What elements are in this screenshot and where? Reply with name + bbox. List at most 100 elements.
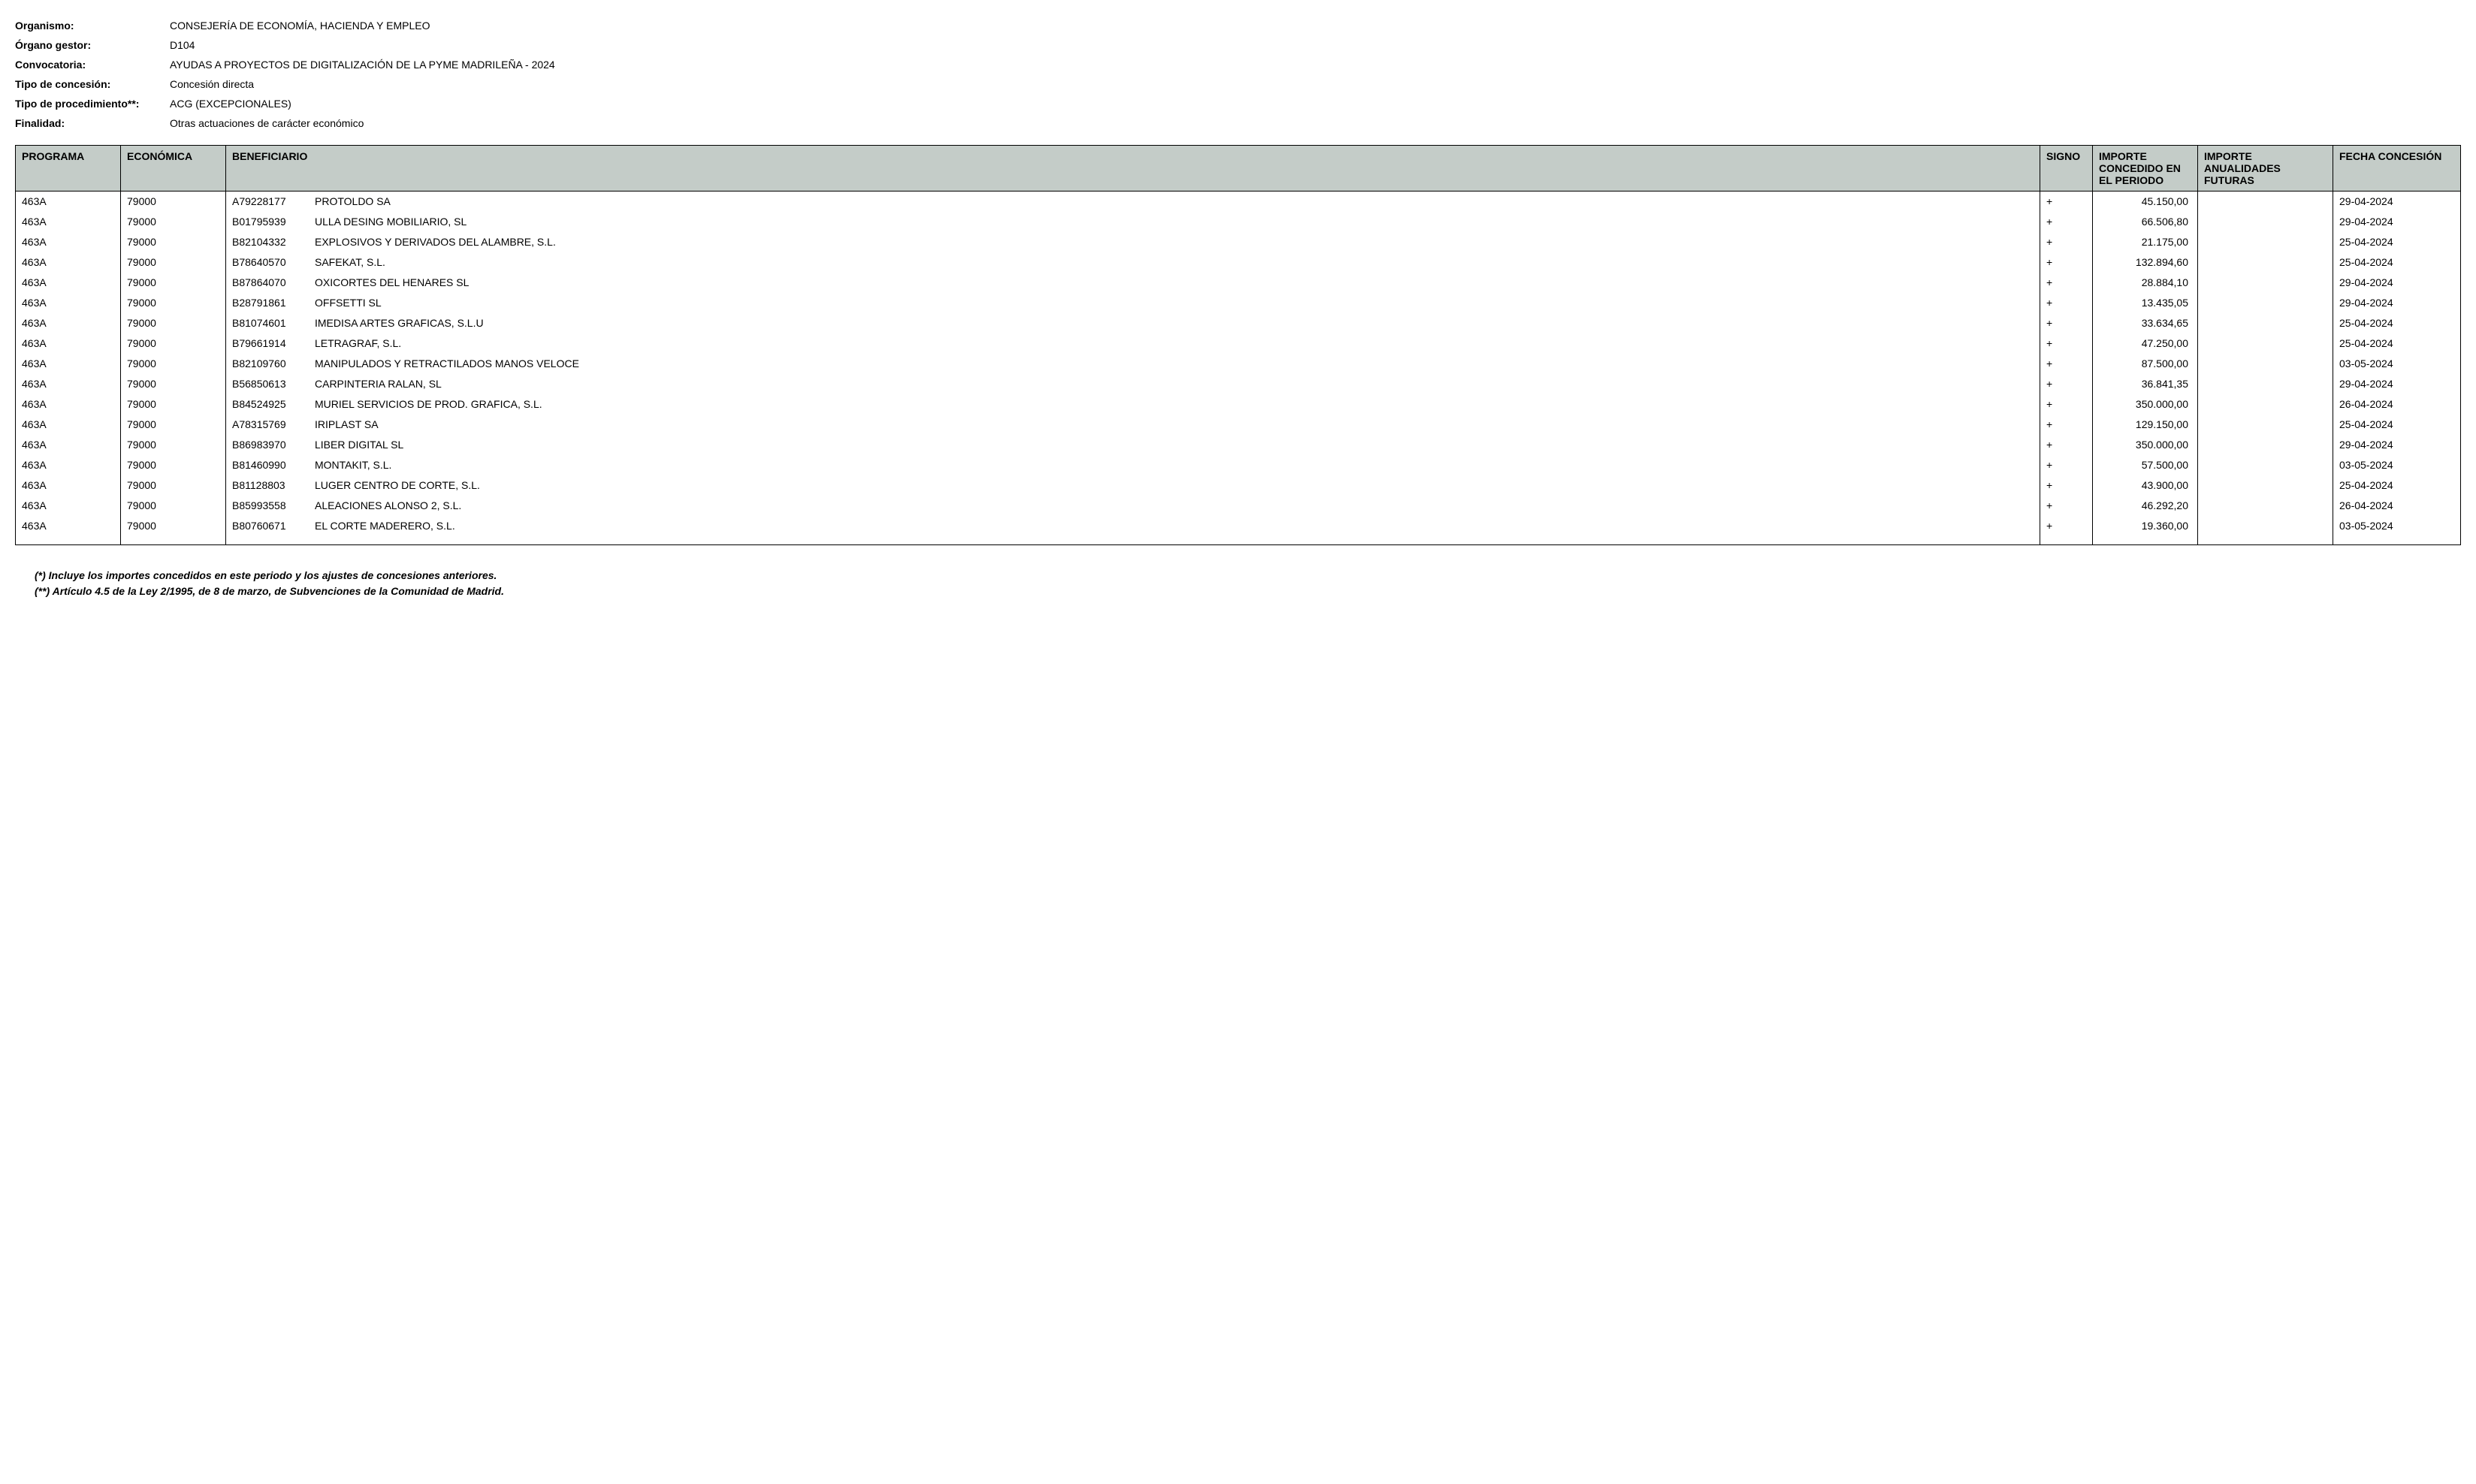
table-header-row: PROGRAMA ECONÓMICA BENEFICIARIO SIGNO IM… bbox=[16, 146, 2461, 192]
cell-signo: + bbox=[2040, 333, 2093, 354]
header-label: Finalidad: bbox=[15, 116, 170, 131]
beneficiario-nif: B81128803 bbox=[232, 478, 304, 493]
beneficiario-name: LETRAGRAF, S.L. bbox=[315, 336, 2034, 351]
cell-importe-futuras bbox=[2198, 212, 2333, 232]
beneficiario-nif: B56850613 bbox=[232, 376, 304, 392]
cell-fecha: 25-04-2024 bbox=[2333, 232, 2461, 252]
beneficiario-nif: B28791861 bbox=[232, 295, 304, 311]
cell-economica: 79000 bbox=[121, 354, 226, 374]
table-body: 463A79000A79228177PROTOLDO SA+45.150,002… bbox=[16, 192, 2461, 545]
cell-programa: 463A bbox=[16, 475, 121, 496]
cell-importe-futuras bbox=[2198, 354, 2333, 374]
cell-beneficiario: A79228177PROTOLDO SA bbox=[226, 192, 2040, 213]
col-header-signo: SIGNO bbox=[2040, 146, 2093, 192]
header-row: Tipo de concesión:Concesión directa bbox=[15, 77, 2461, 92]
beneficiario-nif: B80760671 bbox=[232, 518, 304, 534]
table-row: 463A79000B87864070OXICORTES DEL HENARES … bbox=[16, 273, 2461, 293]
cell-beneficiario: B56850613CARPINTERIA RALAN, SL bbox=[226, 374, 2040, 394]
cell-economica: 79000 bbox=[121, 212, 226, 232]
beneficiario-name: ULLA DESING MOBILIARIO, SL bbox=[315, 214, 2034, 230]
header-label: Convocatoria: bbox=[15, 57, 170, 73]
cell-programa: 463A bbox=[16, 192, 121, 213]
table-row: 463A79000B81074601IMEDISA ARTES GRAFICAS… bbox=[16, 313, 2461, 333]
beneficiario-name: IMEDISA ARTES GRAFICAS, S.L.U bbox=[315, 315, 2034, 331]
cell-beneficiario: B82104332EXPLOSIVOS Y DERIVADOS DEL ALAM… bbox=[226, 232, 2040, 252]
beneficiario-name: MONTAKIT, S.L. bbox=[315, 457, 2034, 473]
cell-beneficiario: B79661914LETRAGRAF, S.L. bbox=[226, 333, 2040, 354]
cell-programa: 463A bbox=[16, 212, 121, 232]
cell-programa: 463A bbox=[16, 415, 121, 435]
beneficiario-nif: B85993558 bbox=[232, 498, 304, 514]
col-header-fecha: FECHA CONCESIÓN bbox=[2333, 146, 2461, 192]
table-row: 463A79000B81128803LUGER CENTRO DE CORTE,… bbox=[16, 475, 2461, 496]
cell-importe-futuras bbox=[2198, 435, 2333, 455]
cell-importe-periodo: 43.900,00 bbox=[2093, 475, 2198, 496]
cell-importe-futuras bbox=[2198, 374, 2333, 394]
header-value: D104 bbox=[170, 38, 195, 53]
cell-importe-periodo: 350.000,00 bbox=[2093, 435, 2198, 455]
table-row: 463A79000B86983970LIBER DIGITAL SL+350.0… bbox=[16, 435, 2461, 455]
beneficiario-name: MURIEL SERVICIOS DE PROD. GRAFICA, S.L. bbox=[315, 397, 2034, 412]
cell-economica: 79000 bbox=[121, 273, 226, 293]
cell-fecha: 25-04-2024 bbox=[2333, 313, 2461, 333]
cell-fecha: 03-05-2024 bbox=[2333, 455, 2461, 475]
table-row: 463A79000B28791861OFFSETTI SL+13.435,052… bbox=[16, 293, 2461, 313]
beneficiario-name: IRIPLAST SA bbox=[315, 417, 2034, 433]
cell-programa: 463A bbox=[16, 516, 121, 545]
beneficiario-name: OXICORTES DEL HENARES SL bbox=[315, 275, 2034, 291]
cell-beneficiario: B82109760MANIPULADOS Y RETRACTILADOS MAN… bbox=[226, 354, 2040, 374]
table-row: 463A79000B56850613CARPINTERIA RALAN, SL+… bbox=[16, 374, 2461, 394]
cell-signo: + bbox=[2040, 192, 2093, 213]
cell-fecha: 29-04-2024 bbox=[2333, 374, 2461, 394]
cell-programa: 463A bbox=[16, 496, 121, 516]
cell-importe-periodo: 19.360,00 bbox=[2093, 516, 2198, 545]
cell-importe-periodo: 46.292,20 bbox=[2093, 496, 2198, 516]
cell-beneficiario: B81460990MONTAKIT, S.L. bbox=[226, 455, 2040, 475]
beneficiario-name: ALEACIONES ALONSO 2, S.L. bbox=[315, 498, 2034, 514]
cell-fecha: 25-04-2024 bbox=[2333, 333, 2461, 354]
table-row: 463A79000A79228177PROTOLDO SA+45.150,002… bbox=[16, 192, 2461, 213]
cell-importe-futuras bbox=[2198, 252, 2333, 273]
cell-economica: 79000 bbox=[121, 232, 226, 252]
cell-economica: 79000 bbox=[121, 313, 226, 333]
table-row: 463A79000B78640570SAFEKAT, S.L.+132.894,… bbox=[16, 252, 2461, 273]
cell-fecha: 29-04-2024 bbox=[2333, 435, 2461, 455]
cell-economica: 79000 bbox=[121, 415, 226, 435]
cell-programa: 463A bbox=[16, 455, 121, 475]
cell-fecha: 29-04-2024 bbox=[2333, 192, 2461, 213]
beneficiario-name: SAFEKAT, S.L. bbox=[315, 255, 2034, 270]
beneficiario-nif: B78640570 bbox=[232, 255, 304, 270]
cell-programa: 463A bbox=[16, 293, 121, 313]
cell-importe-periodo: 36.841,35 bbox=[2093, 374, 2198, 394]
col-header-importe-periodo: IMPORTE CONCEDIDO EN EL PERIODO bbox=[2093, 146, 2198, 192]
beneficiario-nif: B82109760 bbox=[232, 356, 304, 372]
cell-programa: 463A bbox=[16, 333, 121, 354]
cell-fecha: 26-04-2024 bbox=[2333, 394, 2461, 415]
cell-signo: + bbox=[2040, 374, 2093, 394]
cell-programa: 463A bbox=[16, 435, 121, 455]
cell-beneficiario: B84524925MURIEL SERVICIOS DE PROD. GRAFI… bbox=[226, 394, 2040, 415]
cell-importe-periodo: 13.435,05 bbox=[2093, 293, 2198, 313]
cell-economica: 79000 bbox=[121, 455, 226, 475]
header-value: AYUDAS A PROYECTOS DE DIGITALIZACIÓN DE … bbox=[170, 57, 555, 73]
cell-programa: 463A bbox=[16, 252, 121, 273]
header-label: Tipo de concesión: bbox=[15, 77, 170, 92]
cell-fecha: 25-04-2024 bbox=[2333, 475, 2461, 496]
cell-beneficiario: B81128803LUGER CENTRO DE CORTE, S.L. bbox=[226, 475, 2040, 496]
header-row: Órgano gestor:D104 bbox=[15, 38, 2461, 53]
cell-economica: 79000 bbox=[121, 192, 226, 213]
beneficiario-nif: B01795939 bbox=[232, 214, 304, 230]
beneficiario-nif: B81074601 bbox=[232, 315, 304, 331]
cell-fecha: 26-04-2024 bbox=[2333, 496, 2461, 516]
cell-importe-periodo: 132.894,60 bbox=[2093, 252, 2198, 273]
table-row: 463A79000A78315769IRIPLAST SA+129.150,00… bbox=[16, 415, 2461, 435]
header-value: Concesión directa bbox=[170, 77, 254, 92]
beneficiario-nif: B86983970 bbox=[232, 437, 304, 453]
footer-notes: (*) Incluye los importes concedidos en e… bbox=[15, 568, 2461, 599]
cell-economica: 79000 bbox=[121, 394, 226, 415]
cell-signo: + bbox=[2040, 354, 2093, 374]
cell-importe-futuras bbox=[2198, 455, 2333, 475]
cell-importe-futuras bbox=[2198, 475, 2333, 496]
cell-economica: 79000 bbox=[121, 435, 226, 455]
cell-programa: 463A bbox=[16, 354, 121, 374]
